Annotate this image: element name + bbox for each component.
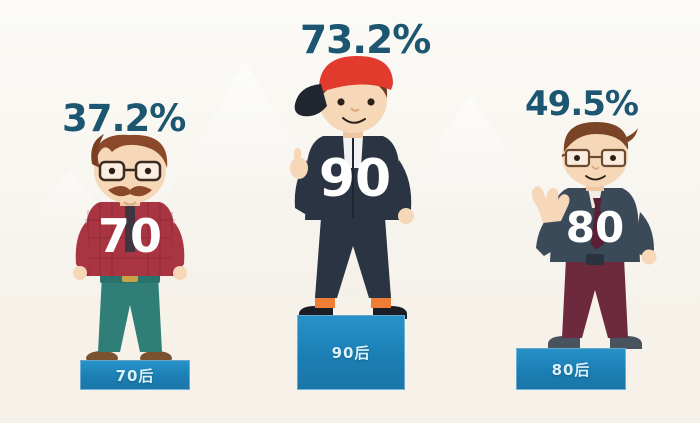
cap-icon bbox=[319, 56, 393, 92]
belt-buckle-icon bbox=[586, 254, 604, 265]
character-90: 90 bbox=[290, 56, 414, 319]
pants bbox=[562, 258, 628, 338]
hand-right bbox=[641, 249, 657, 265]
mustache-icon bbox=[108, 186, 152, 197]
pedestal-label-70: 70后 bbox=[115, 366, 155, 385]
podium-90: 73.2% bbox=[235, 0, 465, 423]
jersey-number-70: 70 bbox=[98, 209, 162, 263]
hand-right bbox=[398, 208, 414, 224]
pedestal-label-80: 80后 bbox=[551, 360, 591, 379]
pedestal-80[interactable]: 80后 bbox=[516, 348, 626, 390]
waving-hand-icon bbox=[531, 186, 570, 223]
jersey-number-80: 80 bbox=[566, 203, 624, 252]
hand-left bbox=[73, 266, 87, 280]
pedestal-label-90: 90后 bbox=[331, 344, 371, 362]
pants bbox=[315, 218, 391, 298]
hair bbox=[563, 122, 629, 152]
hair bbox=[93, 134, 168, 168]
podium-80: 49.5% bbox=[470, 0, 700, 423]
pedestal-70[interactable]: 70后 bbox=[80, 360, 190, 390]
shoe-right-icon bbox=[610, 336, 642, 349]
percent-label-90: 73.2% bbox=[300, 18, 431, 63]
thumbs-up-icon bbox=[290, 148, 308, 179]
podium-70: 37.2% bbox=[0, 0, 240, 423]
pedestal-90[interactable]: 90后 bbox=[297, 315, 405, 390]
cap-brim bbox=[294, 84, 327, 117]
percent-label-70: 37.2% bbox=[62, 97, 186, 140]
percent-label-80: 49.5% bbox=[525, 84, 639, 124]
pants bbox=[98, 275, 162, 352]
hand-right bbox=[173, 266, 187, 280]
character-70: 70 bbox=[73, 134, 187, 365]
shoe-left-icon bbox=[548, 336, 580, 349]
character-80: 80 bbox=[531, 122, 657, 349]
tie-icon bbox=[591, 198, 604, 250]
jersey-number-90: 90 bbox=[319, 149, 391, 209]
